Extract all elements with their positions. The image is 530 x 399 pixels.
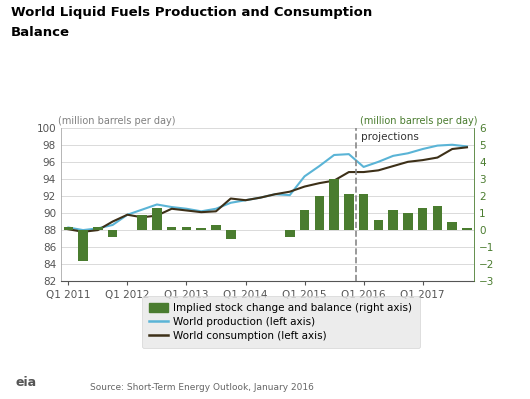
Text: projections: projections xyxy=(360,132,419,142)
Text: Balance: Balance xyxy=(11,26,69,39)
Bar xyxy=(108,230,118,237)
Bar xyxy=(167,227,176,230)
Bar xyxy=(462,228,472,230)
Bar xyxy=(374,220,383,230)
Bar xyxy=(388,209,398,230)
Bar xyxy=(285,230,295,237)
Bar xyxy=(211,225,221,230)
Bar xyxy=(226,230,235,239)
Text: (million barrels per day): (million barrels per day) xyxy=(359,116,477,126)
Text: (million barrels per day): (million barrels per day) xyxy=(58,116,176,126)
Bar xyxy=(300,209,310,230)
Bar xyxy=(329,179,339,230)
Bar xyxy=(418,208,428,230)
Bar xyxy=(197,228,206,230)
Bar xyxy=(314,196,324,230)
Text: eia: eia xyxy=(16,376,37,389)
Bar xyxy=(78,230,88,261)
Text: World Liquid Fuels Production and Consumption: World Liquid Fuels Production and Consum… xyxy=(11,6,372,19)
Bar xyxy=(359,194,368,230)
Legend: Implied stock change and balance (right axis), World production (left axis), Wor: Implied stock change and balance (right … xyxy=(142,296,420,348)
Bar xyxy=(344,194,354,230)
Bar xyxy=(64,227,73,230)
Text: Source: Short-Term Energy Outlook, January 2016: Source: Short-Term Energy Outlook, Janua… xyxy=(90,383,314,392)
Bar xyxy=(93,227,103,230)
Bar xyxy=(403,213,413,230)
Bar xyxy=(152,208,162,230)
Bar xyxy=(447,221,457,230)
Bar xyxy=(432,206,442,230)
Bar xyxy=(182,227,191,230)
Bar xyxy=(137,215,147,230)
